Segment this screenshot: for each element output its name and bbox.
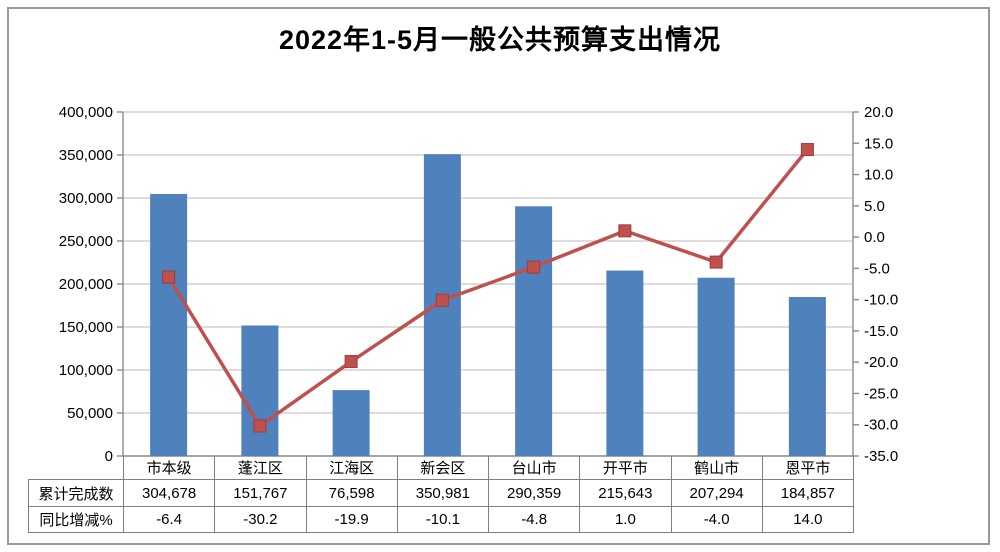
- left-axis-tick-label: 0: [105, 448, 113, 465]
- value-cell-市本级: 304,678: [122, 479, 216, 507]
- right-axis-tick-label: -30.0: [864, 417, 898, 434]
- bar-恩平市: [788, 297, 826, 456]
- right-axis-tick-label: -20.0: [864, 354, 898, 371]
- left-axis-tick-label: 400,000: [59, 104, 113, 121]
- data-table: 市本级 蓬江区 江海区 新会区 台山市 开平市 鹤山市 恩平市 累计完成数 304,678 151,…: [28, 456, 855, 533]
- line-series: [166, 147, 810, 428]
- right-axis-tick-label: 15.0: [864, 135, 893, 152]
- line-marker-鹤山市: [709, 255, 723, 269]
- right-axis-tick-label: 20.0: [864, 104, 893, 121]
- yoy-cell-新会区: -10.1: [396, 506, 490, 533]
- row-header-yoy: 同比增减%: [28, 506, 124, 533]
- left-axis-tick-label: 50,000: [67, 405, 113, 422]
- category-cell-鹤山市: 鹤山市: [670, 456, 763, 480]
- right-axis-tick-label: -35.0: [864, 448, 898, 465]
- right-axis-tick-label: 5.0: [864, 198, 885, 215]
- line-marker-市本级: [162, 270, 176, 284]
- cat-row: 市本级 蓬江区 江海区 新会区 台山市 开平市 鹤山市 恩平市: [29, 456, 855, 480]
- left-axis-tick-label: 150,000: [59, 319, 113, 336]
- yoy-cell-开平市: 1.0: [579, 506, 672, 533]
- value-cell-新会区: 350,981: [396, 479, 490, 507]
- bar-台山市: [515, 206, 553, 456]
- yoy-cell-恩平市: 14.0: [761, 506, 855, 533]
- row-header-total: 累计完成数: [28, 479, 124, 507]
- bar-市本级: [150, 193, 188, 456]
- yoy-cell-江海区: -19.9: [305, 506, 398, 533]
- bar-蓬江区: [241, 325, 279, 456]
- yoy-cell-蓬江区: -30.2: [214, 506, 307, 533]
- right-axis-tick-label: -10.0: [864, 292, 898, 309]
- table-corner-cell: [29, 456, 124, 480]
- left-axis-tick-label: 100,000: [59, 362, 113, 379]
- right-axis-tick-label: -25.0: [864, 385, 898, 402]
- val-row-1: 累计完成数 304,678 151,767 76,598 350,981 290,359 2…: [28, 479, 855, 507]
- left-axis-tick-label: 250,000: [59, 233, 113, 250]
- line-marker-蓬江区: [253, 419, 267, 433]
- yoy-cell-市本级: -6.4: [122, 506, 216, 533]
- line-marker-江海区: [344, 355, 358, 369]
- category-cell-恩平市: 恩平市: [761, 456, 855, 480]
- value-cell-台山市: 290,359: [487, 479, 581, 507]
- category-cell-市本级: 市本级: [122, 456, 216, 480]
- line-marker-新会区: [435, 293, 449, 307]
- line-marker-恩平市: [800, 143, 814, 157]
- right-axis-tick-label: 10.0: [864, 167, 893, 184]
- bar-鹤山市: [697, 277, 735, 456]
- category-cell-蓬江区: 蓬江区: [214, 456, 307, 480]
- right-axis-tick-label: -15.0: [864, 323, 898, 340]
- category-cell-台山市: 台山市: [487, 456, 581, 480]
- left-axis-tick-label: 200,000: [59, 276, 113, 293]
- yoy-cell-鹤山市: -4.0: [670, 506, 763, 533]
- left-axis-tick-label: 350,000: [59, 147, 113, 164]
- chart-title: 2022年1-5月一般公共预算支出情况: [278, 25, 722, 55]
- line-marker-台山市: [527, 260, 541, 274]
- value-cell-开平市: 215,643: [579, 479, 672, 507]
- line-marker-开平市: [618, 224, 632, 238]
- val-row-2: 同比增减% -6.4 -30.2 -19.9 -10.1 -4.8 1.0 -4.0 14.0: [28, 506, 855, 533]
- right-axis-tick-label: 0.0: [864, 229, 885, 246]
- value-cell-鹤山市: 207,294: [670, 479, 763, 507]
- bar-开平市: [606, 270, 644, 456]
- yoy-cell-台山市: -4.8: [487, 506, 581, 533]
- category-cell-江海区: 江海区: [305, 456, 398, 480]
- left-axis-tick-label: 300,000: [59, 190, 113, 207]
- category-cell-新会区: 新会区: [396, 456, 490, 480]
- bar-江海区: [332, 390, 370, 456]
- value-cell-蓬江区: 151,767: [214, 479, 307, 507]
- value-cell-江海区: 76,598: [305, 479, 398, 507]
- category-cell-开平市: 开平市: [579, 456, 672, 480]
- value-cell-恩平市: 184,857: [761, 479, 855, 507]
- right-axis-tick-label: -5.0: [864, 260, 890, 277]
